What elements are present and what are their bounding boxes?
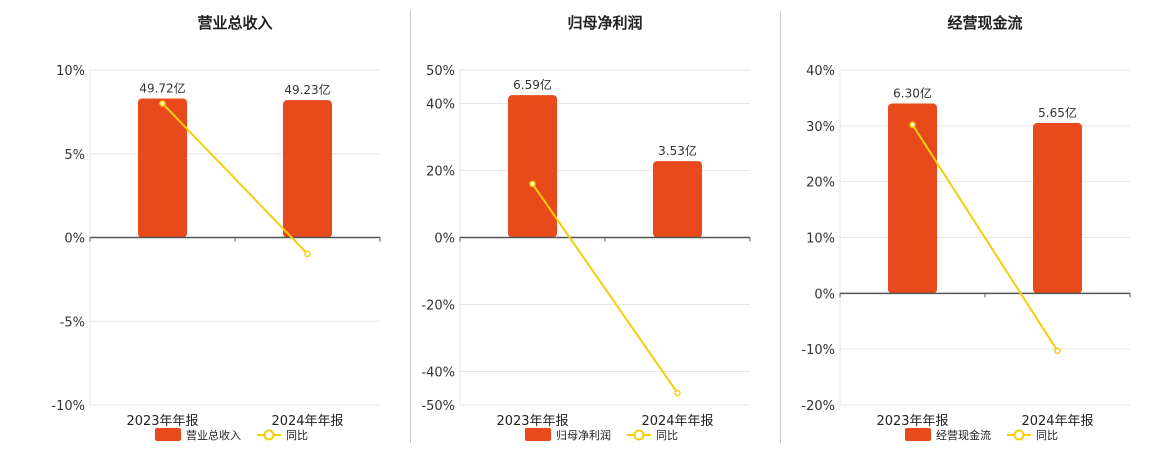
y-tick-label: 50% xyxy=(426,64,455,79)
yoy-line xyxy=(161,102,309,255)
chart-title: 营业总收入 xyxy=(197,14,272,32)
bar xyxy=(283,100,332,238)
bar xyxy=(653,161,702,238)
y-tick-label: 10% xyxy=(806,232,835,247)
y-tick-label: 40% xyxy=(806,64,835,79)
y-tick-label: -10% xyxy=(51,399,85,414)
y-tick-label: -50% xyxy=(421,399,455,414)
legend-bar-swatch xyxy=(155,428,181,441)
bar xyxy=(888,103,937,294)
yoy-line xyxy=(531,183,679,394)
y-tick-label: 0% xyxy=(814,287,835,302)
legend-line-marker xyxy=(633,429,645,441)
yoy-point xyxy=(304,250,311,258)
x-category-label: 2023年年报 xyxy=(126,414,198,429)
bar-data-label: 5.65亿 xyxy=(1038,105,1077,120)
panel-divider xyxy=(410,10,411,443)
y-tick-label: -20% xyxy=(421,299,455,314)
legend-bar-label: 经营现金流 xyxy=(936,428,991,442)
bar-data-label: 49.23亿 xyxy=(284,82,330,97)
yoy-point xyxy=(674,389,681,397)
y-tick-label: 30% xyxy=(806,120,835,135)
x-category-label: 2024年年报 xyxy=(641,414,713,429)
x-category-label: 2024年年报 xyxy=(1021,414,1093,429)
yoy-line xyxy=(911,124,1059,352)
x-category-label: 2023年年报 xyxy=(876,414,948,429)
legend-bar-label: 归母净利润 xyxy=(556,428,611,442)
yoy-point xyxy=(1054,347,1061,355)
panel-divider xyxy=(780,10,781,443)
yoy-point xyxy=(909,121,916,128)
chart-panel-revenue: 营业总收入 10% 5% 0% -5% -10% 49.72亿 49.23亿 2023年年报 20… xyxy=(0,0,400,450)
chart-cash-flow: 经营现金流 40% 30% 20% 10% 0% -10% -20% 6.30亿 5.65亿 202… xyxy=(801,14,1131,442)
y-tick-label: -10% xyxy=(801,343,835,358)
chart-revenue: 营业总收入 10% 5% 0% -5% -10% 49.72亿 49.23亿 2023年年报 20… xyxy=(51,14,381,442)
chart-title: 归母净利润 xyxy=(567,14,642,32)
legend-line-label: 同比 xyxy=(286,429,308,442)
bar xyxy=(138,98,187,238)
yoy-point xyxy=(159,100,166,107)
legend-line-marker xyxy=(1013,429,1025,441)
chart-panel-cash-flow: 经营现金流 40% 30% 20% 10% 0% -10% -20% 6.30亿 5.65亿 202… xyxy=(750,0,1150,450)
legend-line-marker xyxy=(263,429,275,441)
x-category-label: 2023年年报 xyxy=(496,414,568,429)
legend-bar-swatch xyxy=(905,428,931,441)
legend-line-label: 同比 xyxy=(1036,429,1058,442)
bar-data-label: 3.53亿 xyxy=(658,143,697,158)
bar-data-label: 6.59亿 xyxy=(513,77,552,92)
bar xyxy=(508,95,557,238)
yoy-point xyxy=(529,180,536,188)
y-tick-label: -5% xyxy=(60,315,85,330)
y-tick-label: 40% xyxy=(426,98,455,113)
chart-panel-net-profit: 归母净利润 50% 40% 20% 0% -20% -40% -50% 6.59亿 3.53亿 20… xyxy=(370,0,770,450)
x-category-label: 2024年年报 xyxy=(271,414,343,429)
bar-data-label: 49.72亿 xyxy=(139,80,185,95)
chart-net-profit: 归母净利润 50% 40% 20% 0% -20% -40% -50% 6.59亿 3.53亿 20… xyxy=(421,14,751,442)
legend-bar-label: 营业总收入 xyxy=(186,428,241,442)
y-tick-label: 0% xyxy=(434,232,455,247)
y-tick-label: -40% xyxy=(421,366,455,381)
chart-title: 经营现金流 xyxy=(947,14,1022,32)
bar xyxy=(1033,123,1082,294)
legend-bar-swatch xyxy=(525,428,551,441)
y-tick-label: 5% xyxy=(64,148,85,163)
y-tick-label: 10% xyxy=(56,64,85,79)
y-tick-label: 20% xyxy=(426,165,455,180)
y-tick-label: 20% xyxy=(806,176,835,191)
legend-line-label: 同比 xyxy=(656,429,678,442)
y-tick-label: -20% xyxy=(801,399,835,414)
y-tick-label: 0% xyxy=(64,232,85,247)
bar-data-label: 6.30亿 xyxy=(893,86,932,101)
